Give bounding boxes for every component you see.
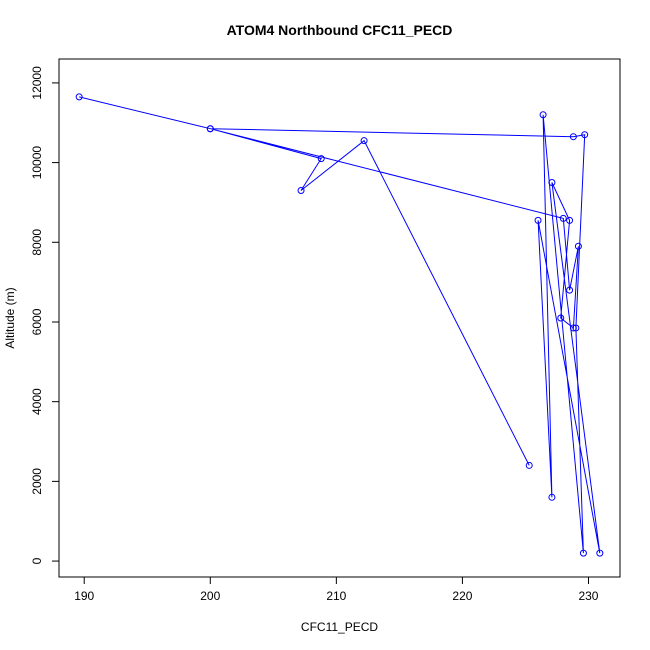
data-point: [566, 216, 574, 224]
data-point: [566, 286, 574, 294]
data-point: [75, 93, 83, 101]
x-axis: 190 200 210 220 230: [74, 576, 599, 603]
x-tick-label: 220: [452, 589, 472, 603]
data-point: [572, 324, 580, 332]
data-point: [548, 493, 556, 501]
data-point: [525, 461, 533, 469]
y-axis: 0 2000 4000 6000 8000 10000 12000: [30, 66, 60, 564]
x-tick-label: 200: [200, 589, 220, 603]
y-tick-label: 4000: [30, 388, 44, 415]
data-point: [569, 133, 577, 141]
data-point: [559, 214, 567, 222]
x-tick-label: 210: [326, 589, 346, 603]
y-axis-label: Altitude (m): [3, 287, 17, 348]
data-point: [596, 549, 604, 557]
data-point: [317, 155, 325, 163]
data-point: [579, 549, 587, 557]
y-tick-label: 0: [30, 557, 44, 564]
data-series: [75, 93, 604, 557]
data-point: [557, 314, 565, 322]
data-point: [206, 125, 214, 133]
x-tick-label: 230: [578, 589, 598, 603]
data-point: [297, 186, 305, 194]
y-tick-label: 12000: [30, 66, 44, 100]
data-point: [548, 179, 556, 187]
data-point: [534, 216, 542, 224]
x-tick-label: 190: [74, 589, 94, 603]
y-tick-label: 8000: [30, 229, 44, 256]
data-point: [360, 137, 368, 145]
chart-title: ATOM4 Northbound CFC11_PECD: [227, 22, 453, 38]
data-point: [569, 324, 577, 332]
y-tick-label: 10000: [30, 146, 44, 180]
data-point: [539, 111, 547, 119]
data-point: [574, 242, 582, 250]
y-tick-label: 2000: [30, 468, 44, 495]
data-point: [581, 131, 589, 139]
y-tick-label: 6000: [30, 308, 44, 335]
x-axis-label: CFC11_PECD: [301, 620, 378, 634]
series-line: [79, 96, 601, 554]
